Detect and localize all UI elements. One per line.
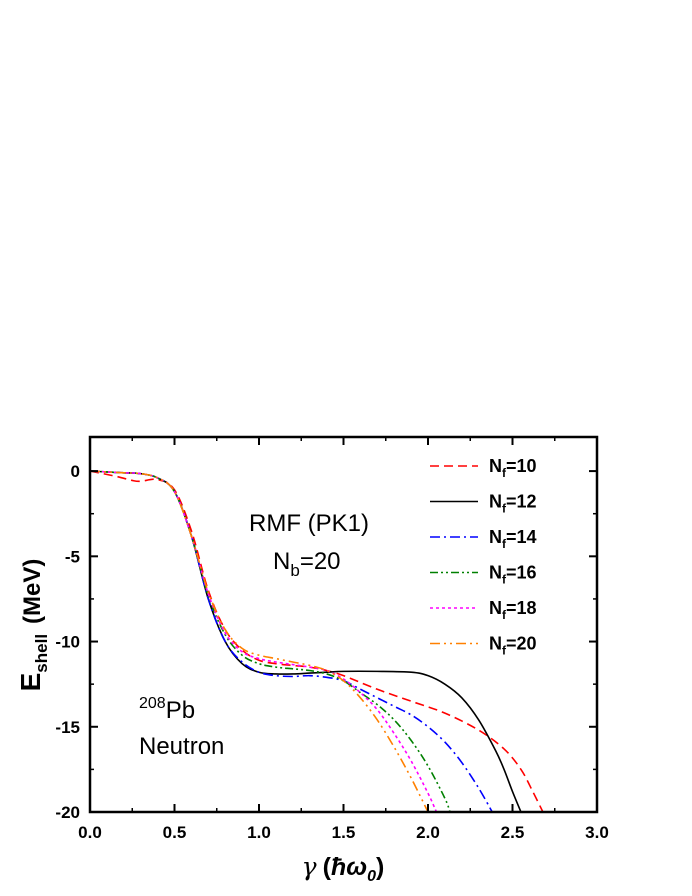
x-tick-label: 1.0: [247, 823, 271, 842]
nucleus-mass: 208: [139, 695, 166, 712]
x-tick-label: 2.5: [501, 823, 525, 842]
legend-label-5: Nf=18: [489, 598, 537, 622]
series-line-4: [90, 470, 451, 812]
x-tick-label: 1.5: [332, 823, 356, 842]
nucleus-symbol: Pb: [166, 697, 195, 724]
nb-value: =20: [300, 548, 341, 575]
x-tick-label: 0.5: [163, 823, 187, 842]
x-axis-label: γ (ħω0): [302, 852, 385, 885]
legend-label-6: Nf=20: [489, 634, 537, 658]
legend: Nf=10 Nf=12 Nf=14 Nf=16 Nf=18 Nf=20: [430, 456, 537, 658]
model-annotation: RMF (PK1): [249, 510, 369, 537]
nb-sub: b: [290, 561, 299, 580]
y-tick-label: -20: [55, 803, 80, 822]
legend-label-3: Nf=14: [489, 527, 537, 551]
x-tick-label: 2.0: [416, 823, 440, 842]
x-label-symbol: γ: [302, 852, 317, 881]
nb-annotation: Nb=20: [273, 548, 341, 580]
legend-label-1: Nf=10: [489, 456, 537, 480]
y-tick-label: -10: [55, 633, 80, 652]
nucleus-annotation: 208Pb: [139, 695, 195, 724]
x-label-unit-sub: 0: [367, 868, 376, 885]
x-tick-label: 3.0: [585, 823, 609, 842]
y-tick-label: 0: [71, 462, 80, 481]
y-axis-label: Eshell (MeV): [15, 559, 51, 692]
tick-layer: 0.0 0.5 1.0 1.5 2.0 2.5 3.0 0 -5 -10 -15 -20: [55, 437, 609, 842]
series-line-6: [90, 470, 429, 812]
particle-annotation: Neutron: [139, 733, 224, 760]
y-label-sub: shell: [32, 634, 51, 673]
x-label-unit: ħω: [331, 853, 367, 881]
x-tick-label: 0.0: [78, 823, 102, 842]
legend-label-4: Nf=16: [489, 563, 537, 587]
series-line-1: [90, 470, 544, 812]
series-line-5: [90, 470, 438, 812]
y-label-main: E: [15, 673, 46, 692]
y-label-unit: (MeV): [19, 559, 46, 624]
nb-main: N: [273, 548, 290, 575]
series-layer: [90, 470, 544, 812]
y-tick-label: -5: [65, 547, 80, 566]
legend-label-2: Nf=12: [489, 492, 537, 516]
y-tick-label: -15: [55, 718, 80, 737]
